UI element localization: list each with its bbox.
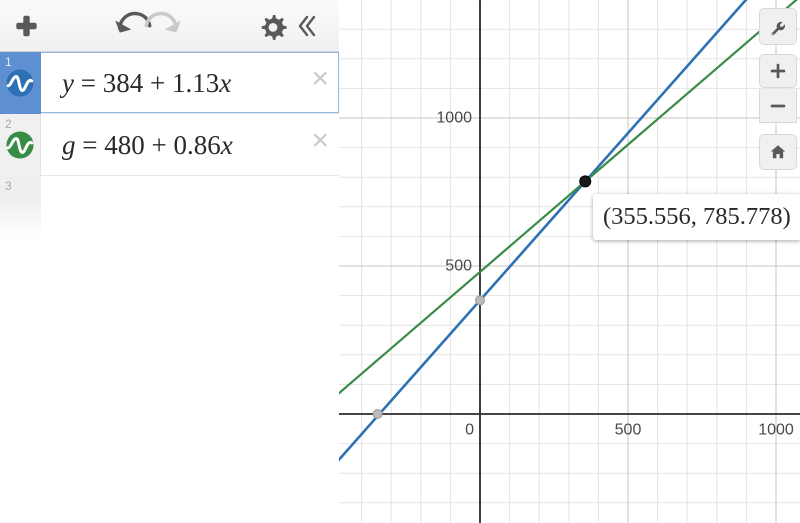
svg-text:1000: 1000 [758,422,794,439]
svg-text:500: 500 [445,258,472,275]
svg-text:0: 0 [465,422,474,439]
svg-text:1000: 1000 [436,110,472,127]
svg-text:500: 500 [615,422,642,439]
